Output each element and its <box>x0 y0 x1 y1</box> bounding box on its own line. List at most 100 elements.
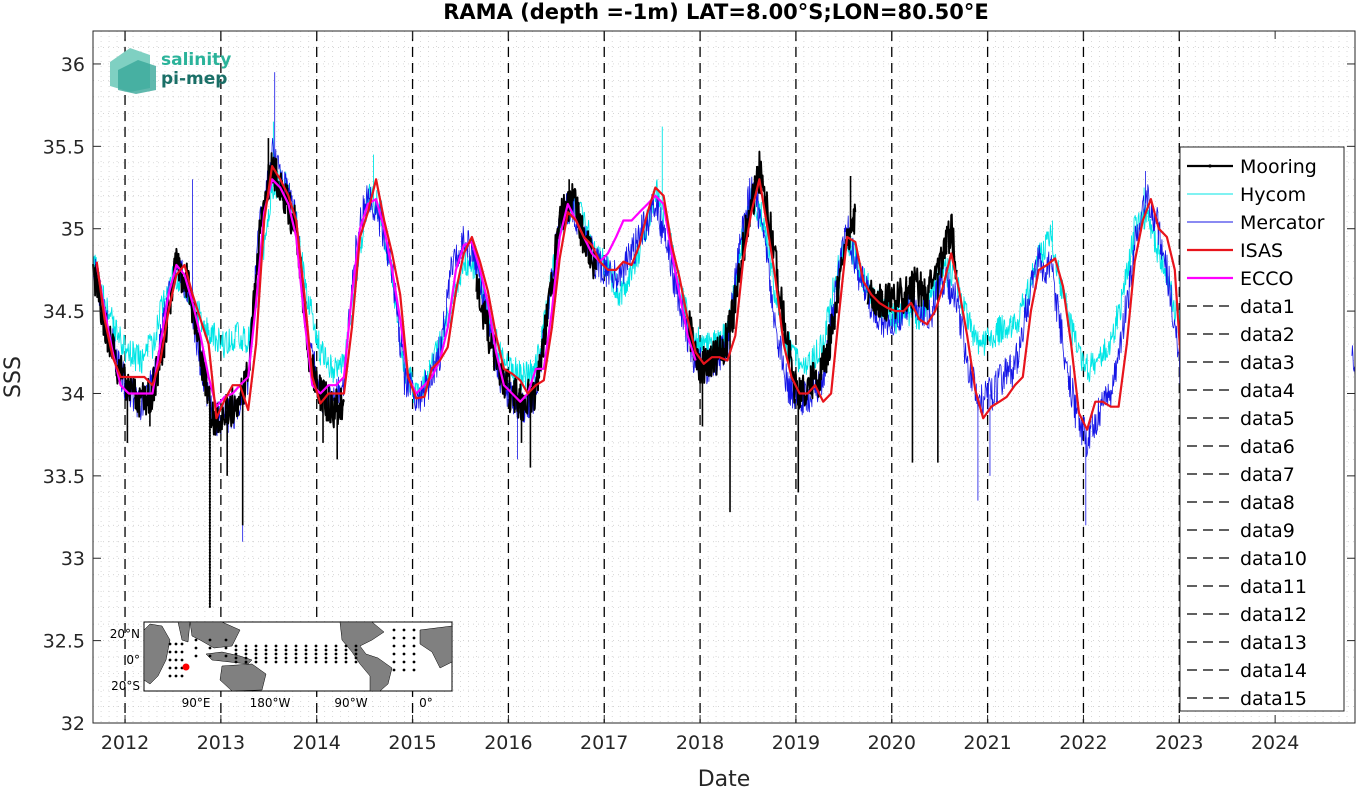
inset-map-buoy <box>284 656 288 660</box>
inset-map-australia <box>219 663 267 692</box>
series-spike-dot <box>208 599 211 602</box>
inset-map: 20°N 0° 20°S 90°E 180°W 90°W 0° <box>110 621 453 710</box>
x-tick-label: 2018 <box>676 732 724 754</box>
inset-map-buoy <box>324 644 328 648</box>
logo-mark-shade <box>118 60 156 94</box>
y-tick-label: 32.5 <box>43 631 85 653</box>
inset-map-buoy <box>324 648 328 652</box>
legend-label: data7 <box>1240 464 1295 486</box>
inset-map-buoy <box>324 660 328 664</box>
inset-map-buoy <box>208 638 212 642</box>
inset-map-buoy <box>304 644 308 648</box>
inset-map-buoy <box>354 644 358 648</box>
inset-map-buoy <box>174 650 178 654</box>
series-spike-dot <box>208 455 211 458</box>
inset-map-buoy <box>168 658 172 662</box>
series-spike-dot <box>208 488 211 491</box>
series-spike-dot <box>208 461 211 464</box>
inset-map-buoy <box>194 638 198 642</box>
series-spike-dot <box>208 449 211 452</box>
series-spike-dot <box>208 464 211 467</box>
inset-map-buoy <box>180 650 184 654</box>
inset-map-buoy <box>168 666 172 670</box>
series-spike-dot <box>208 431 211 434</box>
x-tick-label: 2023 <box>1155 732 1203 754</box>
inset-map-buoy <box>392 628 396 632</box>
series-spike-dot <box>208 497 211 500</box>
inset-map-buoy <box>294 660 298 664</box>
series-spike-dot <box>208 473 211 476</box>
series-spike-dot <box>208 491 211 494</box>
inset-map-buoy <box>254 660 258 664</box>
inset-map-buoys <box>168 628 416 678</box>
inset-map-buoy <box>274 660 278 664</box>
logo: salinity pi-mep <box>110 48 231 94</box>
legend-label: Hycom <box>1240 184 1306 206</box>
series-spike-dot <box>208 578 211 581</box>
y-tick-label: 33 <box>61 548 85 570</box>
series-spike-dot <box>208 554 211 557</box>
series-spike-dot <box>208 602 211 605</box>
inset-map-buoy <box>254 644 258 648</box>
inset-map-buoy <box>168 650 172 654</box>
plot-frame <box>92 30 1356 724</box>
x-axis-label: Date <box>698 767 751 790</box>
inset-map-buoy <box>412 628 416 632</box>
inset-map-buoy <box>304 648 308 652</box>
inset-map-buoy <box>402 636 406 640</box>
inset-map-buoy <box>412 668 416 672</box>
y-tick-label: 36 <box>61 54 85 76</box>
inset-map-buoy <box>224 654 228 658</box>
series-spike-dot <box>208 575 211 578</box>
inset-map-buoy <box>224 646 228 650</box>
chart-title: RAMA (depth =-1m) LAT=8.00°S;LON=80.50°E <box>443 0 989 24</box>
inset-map-buoy <box>264 656 268 660</box>
inset-map-buoy <box>412 644 416 648</box>
series-spike-dot <box>208 410 211 413</box>
inset-map-buoy <box>264 648 268 652</box>
legend-box <box>1179 146 1345 712</box>
inset-map-buoy <box>314 648 318 652</box>
inset-map-buoy <box>392 652 396 656</box>
x-axis: 2012 2013 2014 2015 2016 2017 2018 2019 2020 2021… <box>101 31 1299 754</box>
series-spike-dot <box>208 593 211 596</box>
inset-map-buoy <box>344 656 348 660</box>
inset-map-buoy <box>174 658 178 662</box>
y-tick-label: 34 <box>61 383 85 405</box>
series-spike-dot <box>208 446 211 449</box>
series-spike-dot <box>208 536 211 539</box>
series-spike-dot <box>208 566 211 569</box>
inset-map-buoy <box>234 648 238 652</box>
series-spike-dot <box>208 416 211 419</box>
series-spike-dot <box>208 422 211 425</box>
y-tick-label: 32 <box>61 713 85 735</box>
inset-map-buoy <box>234 652 238 656</box>
series-spike-dot <box>208 437 211 440</box>
series-spike-dot <box>208 605 211 608</box>
inset-map-buoy <box>314 652 318 656</box>
inset-map-buoy <box>194 654 198 658</box>
inset-map-buoy <box>274 648 278 652</box>
inset-map-buoy <box>324 652 328 656</box>
inset-map-buoy <box>208 654 212 658</box>
inset-map-ocean <box>143 621 453 692</box>
x-tick-label: 2024 <box>1251 732 1299 754</box>
series-spike-dot <box>208 503 211 506</box>
inset-map-buoy <box>244 644 248 648</box>
series-spike-dot <box>208 470 211 473</box>
inset-map-buoy <box>224 638 228 642</box>
inset-map-buoy <box>294 652 298 656</box>
legend-label: data2 <box>1240 324 1295 346</box>
x-tick-label: 2014 <box>293 732 341 754</box>
legend-label: data9 <box>1240 520 1295 542</box>
inset-map-buoy <box>254 656 258 660</box>
inset-map-buoy <box>284 648 288 652</box>
series-spike-dot <box>208 401 211 404</box>
inset-map-buoy <box>294 644 298 648</box>
legend-label: data15 <box>1240 688 1307 710</box>
series-spike-dot <box>208 533 211 536</box>
inset-map-buoy <box>234 644 238 648</box>
inset-map-buoy <box>194 646 198 650</box>
legend-label: data3 <box>1240 352 1295 374</box>
inset-map-buoy <box>264 660 268 664</box>
